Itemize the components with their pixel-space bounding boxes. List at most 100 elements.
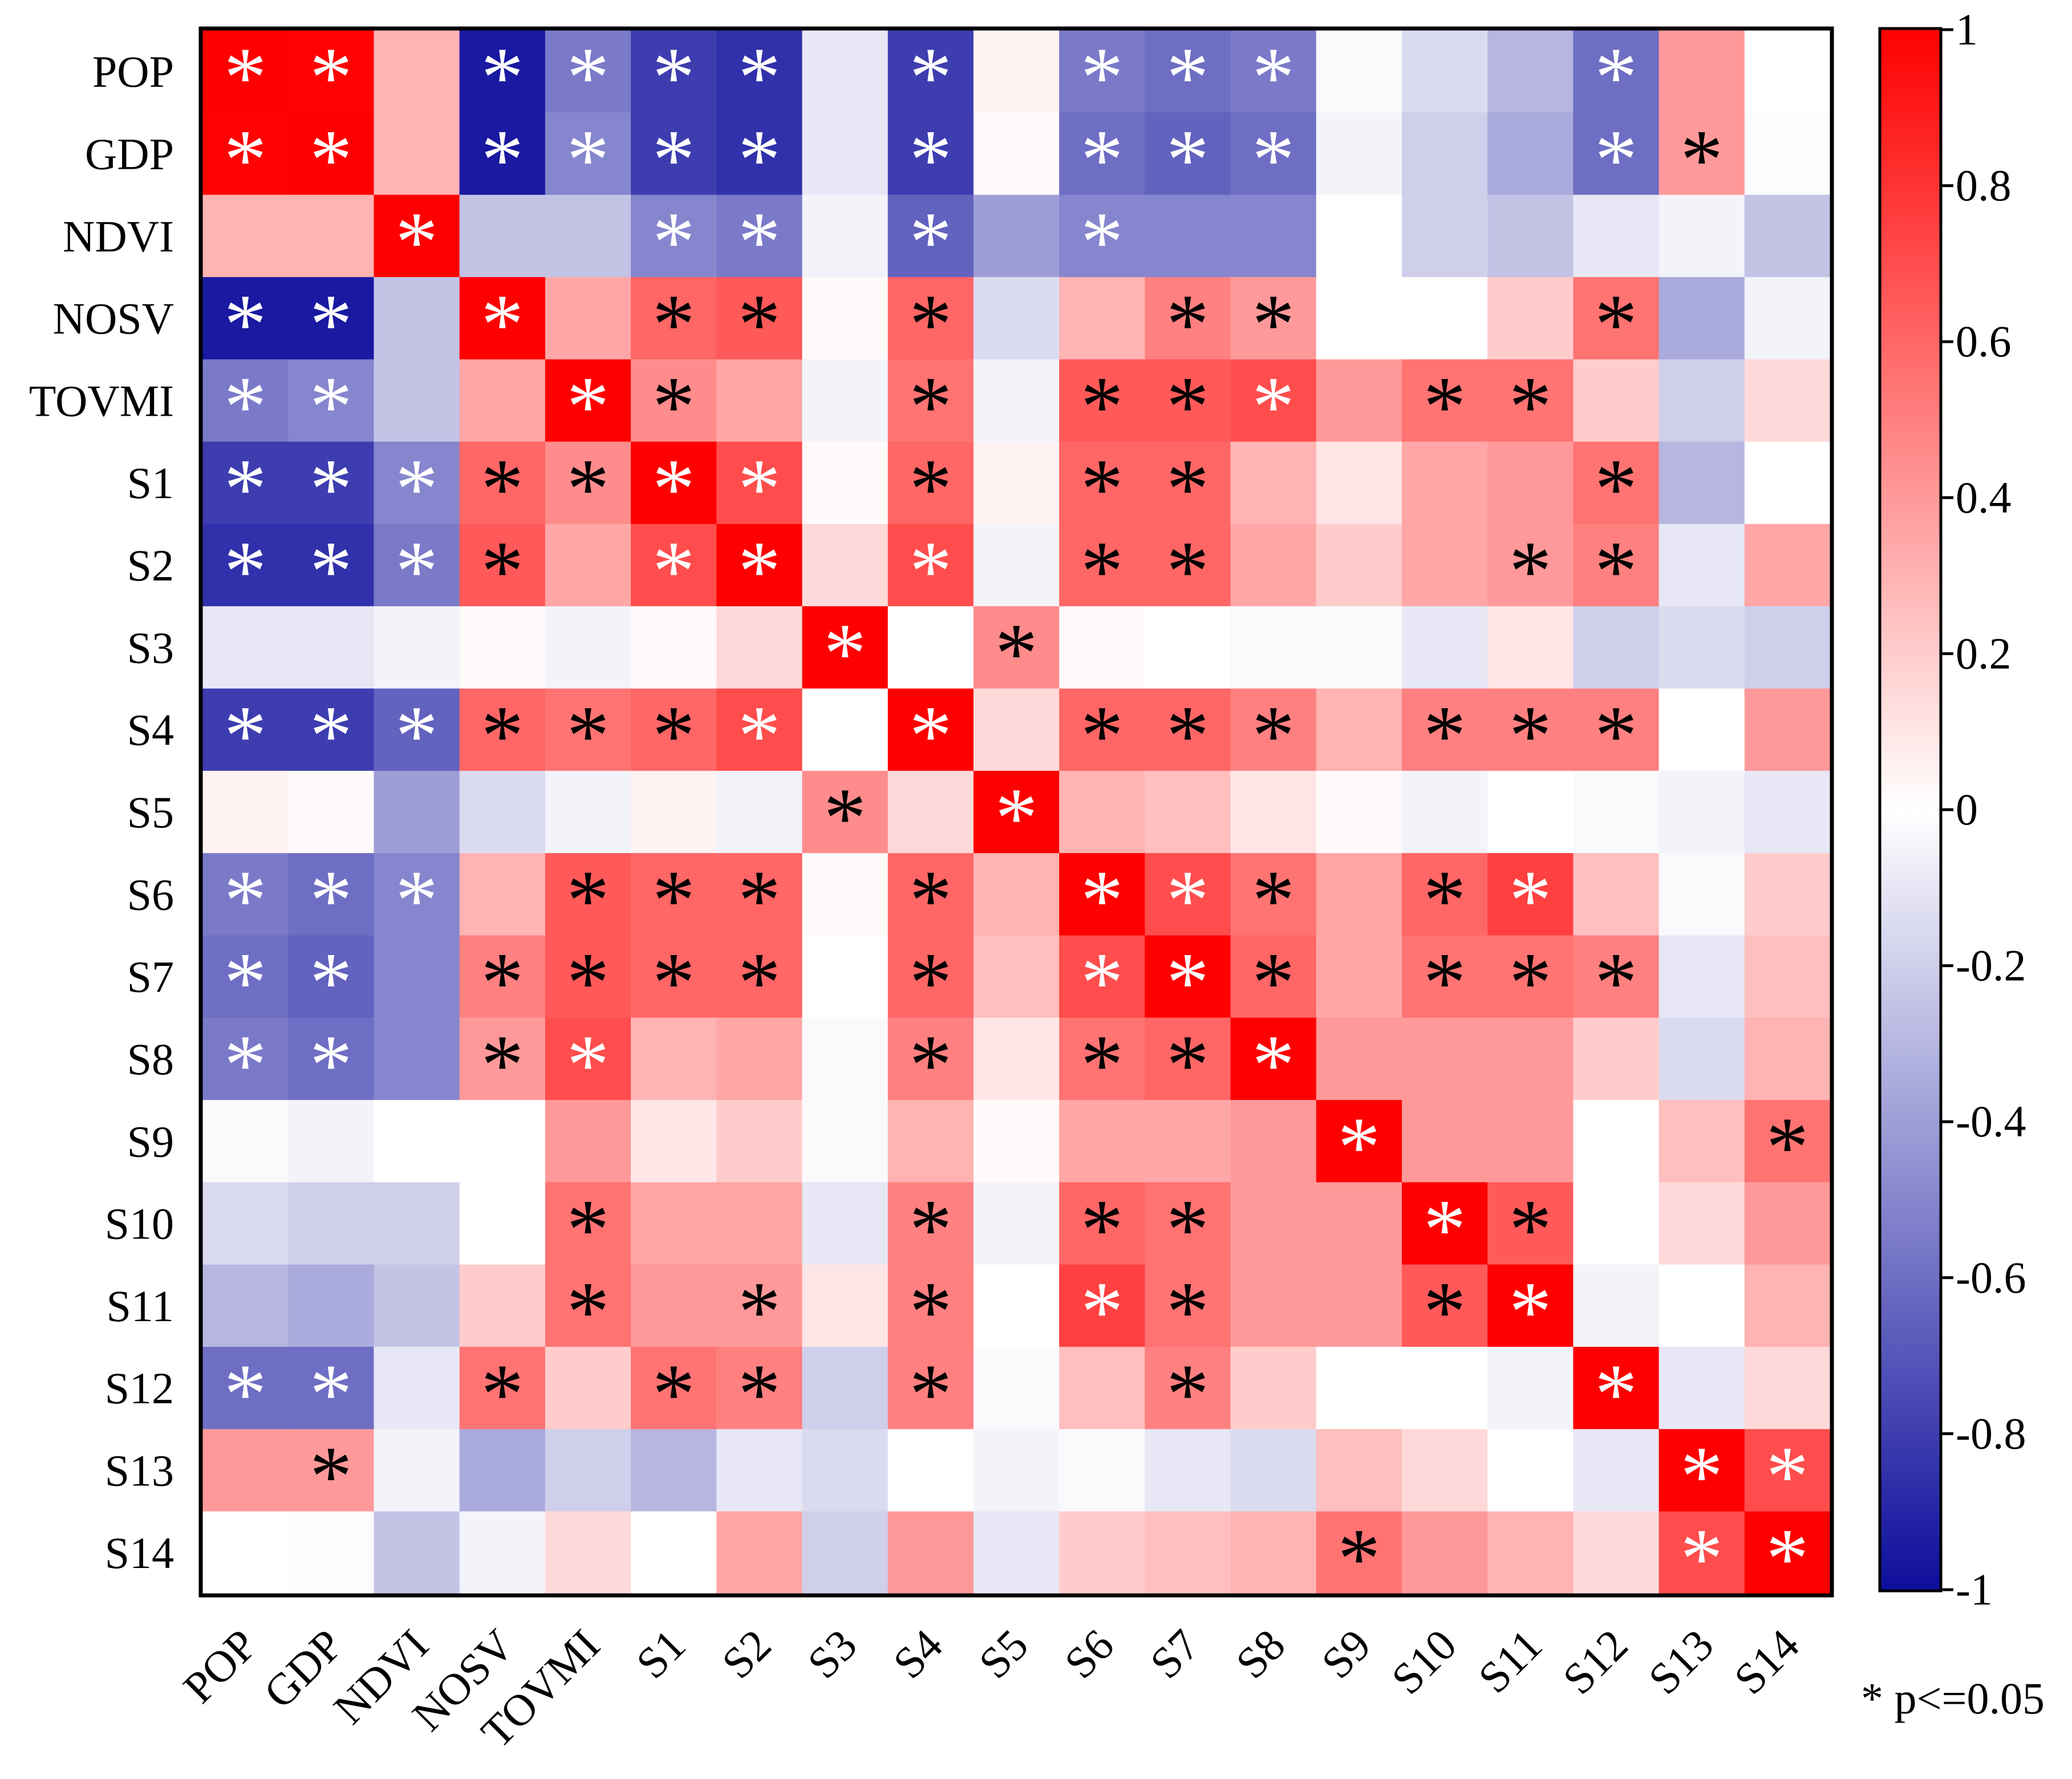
cell-S3-S8 xyxy=(1230,606,1317,689)
cell-S3-GDP xyxy=(288,606,375,689)
cell-S13-S14 xyxy=(1744,1429,1831,1512)
x-label-S1: S1 xyxy=(626,1620,695,1688)
sig-star-S2-POP: * xyxy=(224,524,267,619)
sig-star-GDP-S1: * xyxy=(652,112,695,207)
cell-S5-S14 xyxy=(1744,770,1831,854)
cell-S11-S12 xyxy=(1573,1264,1660,1347)
sig-star-S3-S5: * xyxy=(995,606,1038,701)
cell-S3-TOVMI xyxy=(545,606,631,689)
sig-star-S10-S6: * xyxy=(1081,1182,1124,1277)
cell-NOSV-S14 xyxy=(1744,277,1831,360)
cell-NDVI-S13 xyxy=(1659,194,1745,278)
cell-S8-S9 xyxy=(1316,1017,1402,1100)
cell-S8-S7 xyxy=(1145,1017,1231,1100)
sig-star-S4-GDP: * xyxy=(310,688,352,783)
cell-TOVMI-S10 xyxy=(1401,359,1488,442)
x-label-POP: POP xyxy=(173,1620,266,1713)
cell-S11-S5 xyxy=(973,1264,1060,1347)
cell-POP-POP xyxy=(202,30,289,113)
cell-S6-S2 xyxy=(716,853,803,936)
cell-NDVI-S3 xyxy=(802,194,889,278)
cell-S1-S6 xyxy=(1059,441,1145,525)
cell-S5-S1 xyxy=(631,770,717,854)
cell-NOSV-S9 xyxy=(1316,277,1402,360)
sig-star-GDP-NOSV: * xyxy=(481,112,524,207)
sig-star-S2-S4: * xyxy=(909,524,952,619)
cell-S1-S8 xyxy=(1230,441,1317,525)
sig-star-S11-S6: * xyxy=(1081,1265,1124,1359)
cell-S11-S6 xyxy=(1059,1264,1145,1347)
cell-S11-NDVI xyxy=(374,1264,460,1347)
cell-S4-S14 xyxy=(1744,688,1831,771)
y-label-NOSV: NOSV xyxy=(53,294,174,343)
cell-S8-S3 xyxy=(802,1017,889,1100)
cell-S8-S12 xyxy=(1573,1017,1660,1100)
cell-S3-S13 xyxy=(1659,606,1745,689)
cell-S1-GDP xyxy=(288,441,375,525)
cell-S7-S11 xyxy=(1487,935,1574,1018)
sig-star-POP-NOSV: * xyxy=(481,30,524,125)
cell-POP-GDP xyxy=(288,30,375,113)
cell-NOSV-S5 xyxy=(973,277,1060,360)
cell-S6-S7 xyxy=(1145,853,1231,936)
cell-POP-S14 xyxy=(1744,30,1831,113)
cell-S12-S10 xyxy=(1401,1347,1488,1429)
colorbar-label-0.6: 0.6 xyxy=(1956,316,2012,366)
cell-S14-S5 xyxy=(973,1511,1060,1594)
sig-star-POP-POP: * xyxy=(224,30,267,125)
cell-S11-S13 xyxy=(1659,1264,1745,1347)
sig-star-TOVMI-GDP: * xyxy=(310,359,352,454)
cell-GDP-S12 xyxy=(1573,112,1660,196)
sig-star-S9-S9: * xyxy=(1337,1100,1380,1195)
sig-star-TOVMI-S10: * xyxy=(1424,359,1466,454)
cell-S11-S14 xyxy=(1744,1264,1831,1347)
cell-POP-S1 xyxy=(631,30,717,113)
cell-S3-NOSV xyxy=(459,606,546,689)
x-label-S13: S13 xyxy=(1639,1620,1722,1704)
cell-S7-TOVMI xyxy=(545,935,631,1018)
sig-star-S6-S2: * xyxy=(738,853,781,948)
colorbar-label--1: -1 xyxy=(1956,1565,1993,1614)
cell-S5-S5 xyxy=(973,770,1060,854)
sig-star-GDP-TOVMI: * xyxy=(566,112,609,207)
cell-S8-S13 xyxy=(1659,1017,1745,1100)
sig-star-S12-S4: * xyxy=(909,1347,952,1441)
cell-S8-S10 xyxy=(1401,1017,1488,1100)
y-label-S13: S13 xyxy=(105,1446,174,1496)
cell-POP-S9 xyxy=(1316,30,1402,113)
colorbar-label-1: 1 xyxy=(1956,5,1978,54)
cell-S9-S2 xyxy=(716,1100,803,1183)
cell-S13-GDP xyxy=(288,1429,375,1512)
cell-S1-S4 xyxy=(887,441,974,525)
cell-S13-S9 xyxy=(1316,1429,1402,1512)
cell-S4-S5 xyxy=(973,688,1060,771)
cell-NOSV-GDP xyxy=(288,277,375,360)
cell-S12-GDP xyxy=(288,1347,375,1429)
cell-S1-S12 xyxy=(1573,441,1660,525)
cell-TOVMI-S6 xyxy=(1059,359,1145,442)
sig-star-S1-NDVI: * xyxy=(395,441,438,536)
cell-S14-S13 xyxy=(1659,1511,1745,1594)
y-label-S6: S6 xyxy=(127,870,174,919)
cell-S4-POP xyxy=(202,688,289,771)
cell-S13-S5 xyxy=(973,1429,1060,1512)
cell-NDVI-NOSV xyxy=(459,194,546,278)
cell-S6-GDP xyxy=(288,853,375,936)
cell-TOVMI-S12 xyxy=(1573,359,1660,442)
cell-S14-S7 xyxy=(1145,1511,1231,1594)
cell-S5-S2 xyxy=(716,770,803,854)
cell-S4-S8 xyxy=(1230,688,1317,771)
cell-POP-S11 xyxy=(1487,30,1574,113)
cell-GDP-POP xyxy=(202,112,289,196)
cell-S10-S2 xyxy=(716,1182,803,1265)
sig-star-NDVI-NDVI: * xyxy=(395,194,438,289)
colorbar-label-0.4: 0.4 xyxy=(1956,473,2012,522)
sig-star-S12-GDP: * xyxy=(310,1347,352,1441)
cell-S2-TOVMI xyxy=(545,523,631,607)
cell-S10-S5 xyxy=(973,1182,1060,1265)
cell-S7-S8 xyxy=(1230,935,1317,1018)
cell-S5-NDVI xyxy=(374,770,460,854)
cell-S8-POP xyxy=(202,1017,289,1100)
y-label-S11: S11 xyxy=(107,1281,175,1331)
cell-S10-S12 xyxy=(1573,1182,1660,1265)
